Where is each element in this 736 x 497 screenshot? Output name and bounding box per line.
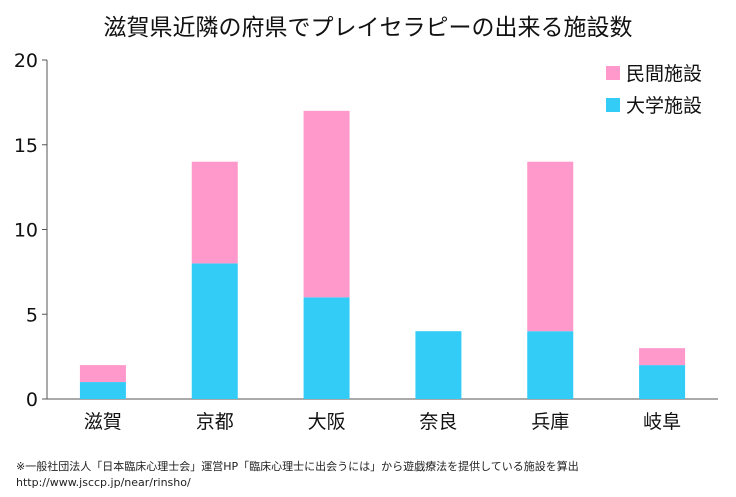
legend-label: 民間施設 bbox=[626, 63, 702, 85]
legend-label: 大学施設 bbox=[626, 95, 702, 117]
y-tick-label: 15 bbox=[14, 135, 38, 157]
y-axis: 0 5 10 15 20 bbox=[14, 50, 48, 411]
y-tick-label: 20 bbox=[14, 50, 38, 72]
bar-segment-university-5 bbox=[527, 331, 574, 399]
source-note: ※一般社団法人「日本臨床心理士会」運営HP「臨床心理士に出会うには」から遊戯療法… bbox=[16, 460, 579, 473]
x-tick-label: 京都 bbox=[196, 411, 234, 433]
bar-segment-private-1 bbox=[79, 365, 126, 383]
bar-segment-private-3 bbox=[303, 110, 350, 298]
y-tick-label: 0 bbox=[26, 389, 38, 411]
legend-swatch bbox=[606, 98, 620, 112]
x-axis: 滋賀 京都 大阪 奈良 兵庫 岐阜 bbox=[47, 398, 718, 433]
bar-segment-university-3 bbox=[303, 297, 350, 399]
bar-segment-private-5 bbox=[527, 161, 574, 332]
chart-title: 滋賀県近隣の府県でプレイセラピーの出来る施設数 bbox=[104, 15, 633, 41]
x-tick-label: 岐阜 bbox=[643, 411, 681, 433]
bars bbox=[79, 110, 686, 399]
source-url[interactable]: http://www.jsccp.jp/near/rinsho/ bbox=[16, 476, 191, 489]
x-tick-label: 大阪 bbox=[308, 411, 346, 433]
bar-segment-university-2 bbox=[191, 263, 238, 399]
bar-segment-private-6 bbox=[639, 348, 686, 366]
bar-segment-university-4 bbox=[415, 331, 462, 399]
bar-segment-private-2 bbox=[191, 161, 238, 264]
x-tick-label: 兵庫 bbox=[531, 411, 569, 433]
y-tick-label: 5 bbox=[26, 304, 38, 326]
x-tick-label: 滋賀 bbox=[84, 411, 122, 433]
legend-swatch bbox=[606, 66, 620, 80]
y-tick-label: 10 bbox=[14, 220, 38, 242]
bar-segment-university-6 bbox=[639, 365, 686, 399]
stacked-bar-chart: 滋賀県近隣の府県でプレイセラピーの出来る施設数 0 5 10 15 20 滋賀 京都 大阪 奈… bbox=[14, 15, 718, 433]
x-tick-label: 奈良 bbox=[419, 411, 457, 433]
bar-segment-university-1 bbox=[79, 382, 126, 399]
